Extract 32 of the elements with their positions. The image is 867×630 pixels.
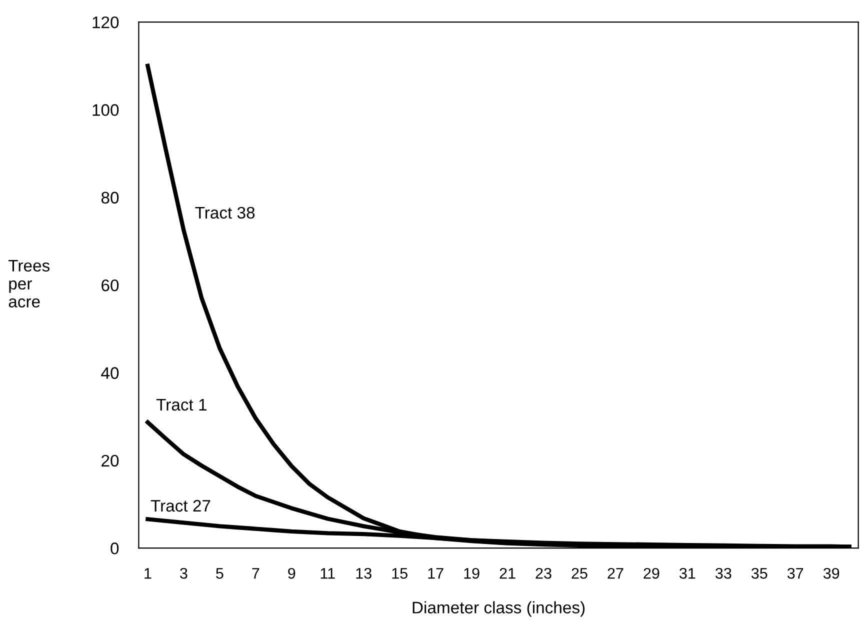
x-tick-label: 25 [572, 568, 588, 579]
series-label: Tract 1 [156, 399, 206, 411]
x-tick-label: 23 [536, 568, 552, 579]
y-axis-title: Trees per acre [8, 260, 50, 308]
x-tick-label: 39 [823, 568, 840, 579]
x-tick-label: 9 [288, 568, 296, 579]
x-tick-label: 11 [320, 568, 335, 579]
series-label: Tract 27 [150, 500, 210, 512]
x-tick-label: 1 [144, 568, 152, 579]
x-tick-label: 5 [216, 568, 224, 579]
x-tick-label: 33 [715, 568, 732, 579]
x-tick-label: 7 [252, 568, 260, 579]
x-tick-label: 3 [180, 568, 188, 579]
x-tick-label: 21 [500, 568, 516, 579]
x-tick-label: 17 [428, 568, 444, 579]
x-tick-label: 29 [644, 568, 660, 579]
x-tick-label: 31 [680, 568, 696, 579]
y-tick-label: 60 [102, 279, 119, 292]
x-tick-label: 19 [464, 568, 480, 579]
series-label: Tract 38 [195, 206, 255, 219]
y-tick-label: 40 [101, 367, 119, 379]
y-tick-label: 100 [92, 104, 119, 116]
y-tick-label: 0 [110, 542, 119, 554]
x-tick-label: 13 [356, 568, 372, 579]
y-tick-label: 120 [92, 16, 119, 28]
x-axis-title: Diameter class (inches) [412, 601, 585, 617]
x-tick-label: 37 [787, 568, 804, 579]
y-tick-label: 20 [102, 454, 119, 467]
x-tick-label: 27 [608, 568, 624, 579]
x-tick-label: 35 [751, 568, 768, 579]
x-tick-label: 15 [392, 568, 408, 579]
y-tick-label: 80 [101, 192, 119, 204]
